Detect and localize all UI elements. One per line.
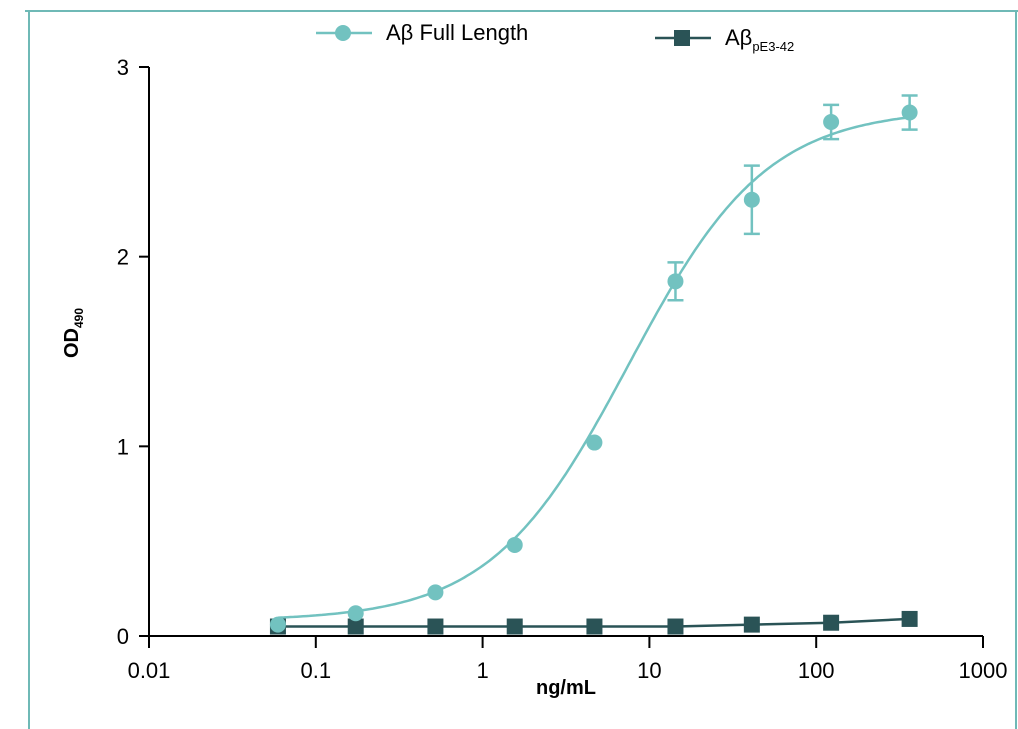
x-ticks: 0.01 0.1 1 10 100 1000: [128, 636, 1008, 683]
x-tick-label: 1000: [959, 658, 1008, 683]
y-tick-label: 0: [117, 624, 129, 649]
legend-label-full-length: Aβ Full Length: [386, 20, 528, 45]
legend-item-pe3-42: AβpE3-42: [655, 25, 794, 54]
y-tick-label: 1: [117, 434, 129, 459]
data-point-pe3-42: [667, 618, 684, 635]
y-tick-label: 3: [117, 55, 129, 80]
legend-label-pe3-42: AβpE3-42: [725, 25, 794, 54]
y-axis-title-main: OD: [61, 328, 83, 358]
x-axis-title: ng/mL: [536, 677, 596, 699]
x-tick-label: 10: [637, 658, 661, 683]
series-line-full-length: [277, 116, 910, 619]
y-tick-label: 2: [117, 245, 129, 270]
x-tick-label: 1: [476, 658, 488, 683]
data-point-full-length: [269, 616, 286, 633]
legend-marker-square: [674, 30, 690, 46]
x-tick-label: 100: [798, 658, 835, 683]
legend: Aβ Full Length AβpE3-42: [316, 20, 794, 54]
legend-label-main: Aβ: [725, 25, 752, 50]
plot-area: [269, 94, 918, 635]
data-point-pe3-42: [506, 618, 523, 635]
axes: 0 1 2 3 0.01 0.1 1 10 100 1000: [117, 55, 1008, 683]
data-point-full-length: [901, 104, 918, 121]
data-point-full-length: [743, 191, 760, 208]
data-point-full-length: [427, 584, 444, 601]
legend-marker-circle: [335, 25, 351, 41]
data-point-pe3-42: [347, 618, 364, 635]
y-axis-title-subscript: 490: [72, 308, 86, 328]
legend-item-full-length: Aβ Full Length: [316, 20, 528, 45]
data-point-pe3-42: [427, 618, 444, 635]
data-point-pe3-42: [823, 614, 840, 631]
data-point-pe3-42: [901, 610, 918, 627]
x-tick-label: 0.1: [301, 658, 332, 683]
y-ticks: 0 1 2 3: [117, 55, 149, 649]
data-point-pe3-42: [743, 616, 760, 633]
data-point-full-length: [506, 536, 523, 553]
legend-label-subscript: pE3-42: [752, 39, 794, 54]
data-point-full-length: [667, 273, 684, 290]
data-point-pe3-42: [586, 618, 603, 635]
data-point-full-length: [347, 605, 364, 622]
x-tick-label: 0.01: [128, 658, 171, 683]
data-point-full-length: [586, 434, 603, 451]
y-axis-title: OD490: [61, 308, 86, 358]
data-point-full-length: [823, 114, 840, 131]
